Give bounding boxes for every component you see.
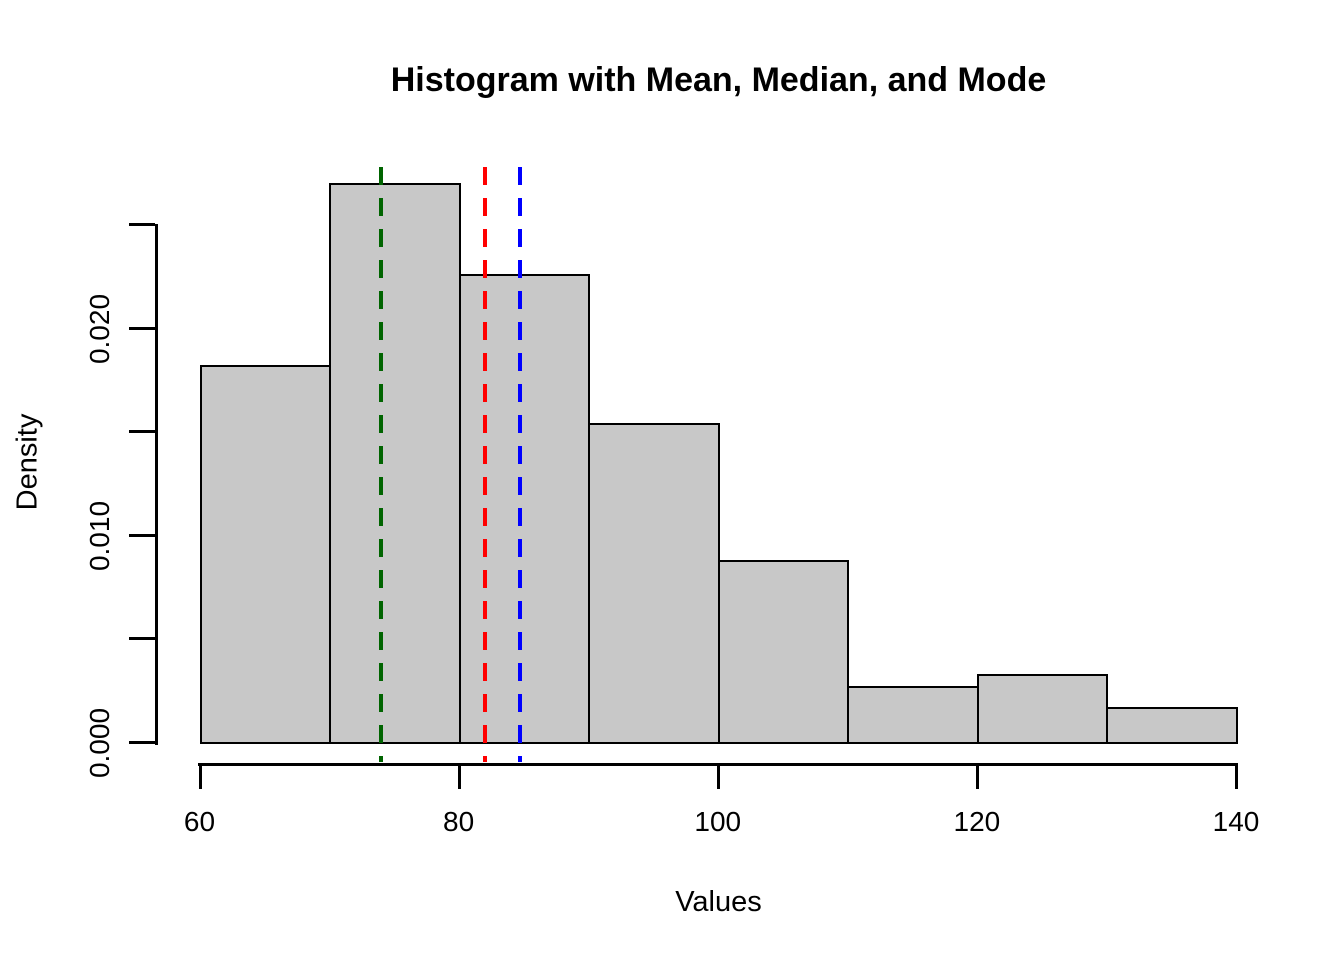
mode-line bbox=[378, 167, 383, 762]
x-tick-label: 140 bbox=[1212, 806, 1260, 837]
histogram-bar bbox=[199, 364, 332, 744]
chart-title: Histogram with Mean, Median, and Mode bbox=[390, 61, 1047, 99]
y-axis-tick bbox=[129, 223, 155, 226]
x-axis-tick bbox=[975, 763, 979, 789]
y-tick-label: 0.010 bbox=[84, 500, 115, 571]
x-axis-tick bbox=[1235, 763, 1238, 789]
x-tick-label: 60 bbox=[183, 806, 216, 837]
histogram-bar bbox=[976, 673, 1109, 744]
y-tick-label: 0.020 bbox=[84, 293, 115, 364]
x-axis-tick bbox=[716, 763, 720, 789]
x-tick-label: 80 bbox=[443, 806, 475, 837]
x-tick-label: 120 bbox=[953, 806, 1001, 837]
histogram-bar bbox=[329, 182, 461, 744]
x-tick-label: 100 bbox=[694, 806, 742, 837]
x-axis-title: Values bbox=[675, 886, 762, 918]
histogram-bar bbox=[717, 559, 850, 744]
y-axis-tick bbox=[129, 430, 155, 434]
histogram-bar bbox=[458, 273, 591, 744]
histogram-bar bbox=[1106, 706, 1238, 744]
mean-line bbox=[517, 167, 522, 762]
histogram-bar bbox=[588, 422, 720, 744]
y-axis-tick bbox=[129, 741, 155, 744]
y-axis-tick bbox=[129, 326, 155, 330]
histogram-bar bbox=[847, 686, 979, 744]
median-line bbox=[482, 167, 487, 762]
y-tick-label: 0.000 bbox=[84, 707, 115, 779]
x-axis-tick bbox=[457, 763, 461, 789]
y-axis-line bbox=[155, 224, 158, 745]
x-axis-tick bbox=[198, 763, 202, 789]
y-axis-tick bbox=[129, 533, 155, 537]
y-axis-title: Density bbox=[11, 413, 44, 511]
y-axis-tick bbox=[129, 637, 155, 641]
